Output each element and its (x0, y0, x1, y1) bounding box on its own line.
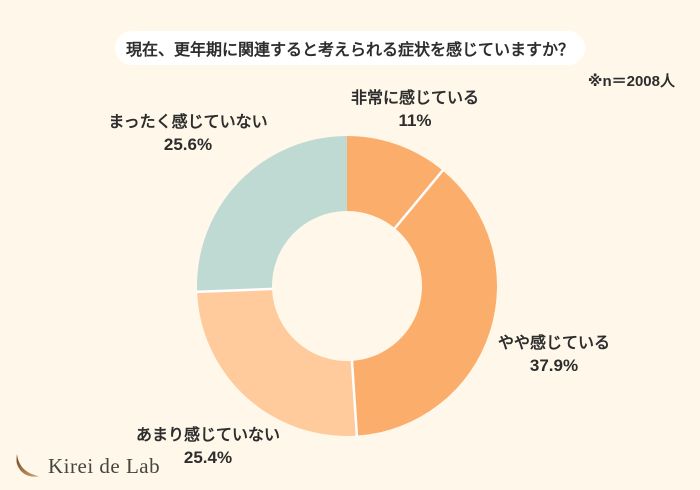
chart-title-pill: 現在、更年期に関連すると考えられる症状を感じていますか？ (115, 31, 585, 65)
segment-label-very-value: 11% (398, 111, 432, 130)
leaf-swoosh-icon (16, 453, 39, 477)
segment-label-not-at-all-name: まったく感じていない (108, 114, 268, 131)
segment-label-very-name: 非常に感じている (350, 90, 479, 107)
donut-segment-2 (197, 288, 357, 436)
donut-segment-1 (351, 170, 497, 436)
segment-label-very: 非常に感じている 11% (305, 88, 525, 132)
segment-label-somewhat-name: やや感じている (497, 335, 610, 352)
donut-segment-0 (347, 136, 443, 229)
segment-label-somewhat-value: 37.9% (529, 356, 579, 375)
segment-divider-2 (196, 287, 274, 294)
segment-divider-1 (350, 359, 359, 437)
logo: Kirei de Lab (14, 451, 160, 481)
segment-label-not-at-all: まったく感じていない 25.6% (78, 112, 298, 156)
donut-segment-3 (197, 136, 347, 292)
sample-size-note: ※n＝2008人 (587, 73, 675, 90)
segment-label-not-much: あまり感じていない 25.4% (98, 425, 318, 469)
chart-title: 現在、更年期に関連すると考えられる症状を感じていますか？ (125, 42, 574, 59)
segment-divider-0 (393, 168, 445, 230)
segment-label-somewhat: やや感じている 37.9% (444, 333, 664, 377)
segment-label-not-at-all-value: 25.6% (163, 135, 213, 154)
segment-label-not-much-value: 25.4% (183, 448, 233, 467)
segment-label-not-much-name: あまり感じていない (135, 427, 280, 444)
logo-text: Kirei de Lab (48, 453, 161, 478)
